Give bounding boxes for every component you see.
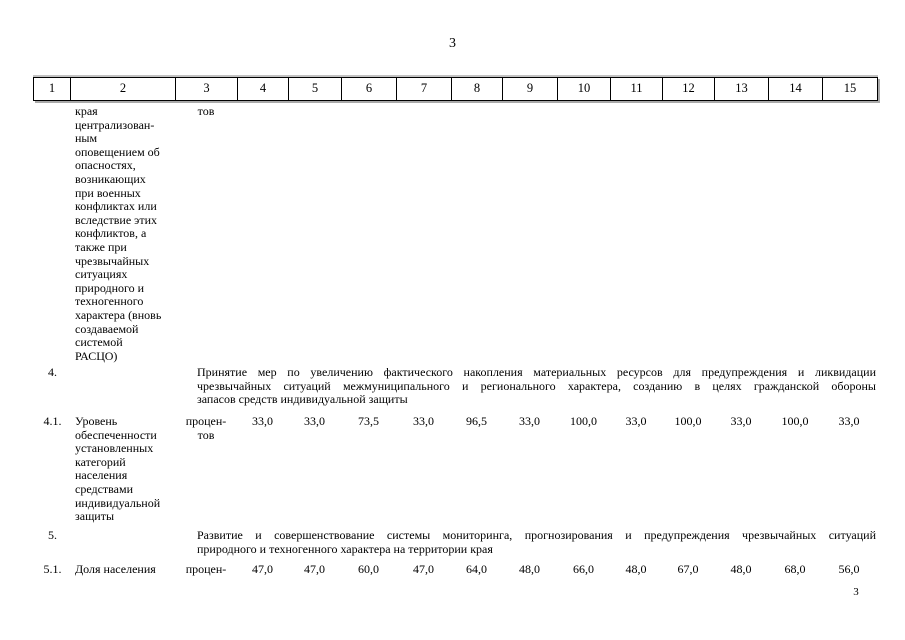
value-cell: 47,0: [252, 562, 273, 576]
value-cell: 33,0: [413, 414, 434, 428]
column-number-cell: 5: [289, 78, 342, 100]
row-4-heading-line: Принятие мер по увеличению фактического …: [197, 365, 876, 379]
table-column-number-header: 1 2 3 4 5 6 7 8 9 10 11 12 13 14 15: [33, 77, 878, 101]
row-4-heading-line: чрезвычайных ситуаций межмуниципального …: [197, 378, 876, 393]
row-5-1-indicator-text: Доля населения: [75, 562, 156, 576]
row-4-1-indicator-text: Уровень обеспеченности установленных кат…: [75, 414, 161, 524]
row-4-section-heading: Принятие мер по увеличению фактического …: [197, 365, 876, 407]
value-cell: 48,0: [625, 562, 647, 576]
row-4-heading-line: запасов средств индивидуальной защиты: [197, 392, 408, 407]
row-5-1-number: 5.1.: [43, 562, 62, 576]
column-number-cell: 1: [34, 78, 71, 100]
column-number-cell: 7: [397, 78, 452, 100]
row-5-heading-line: Развитие и совершенствование системы мон…: [197, 528, 876, 542]
value-cell: 47,0: [413, 562, 434, 576]
value-cell: 33,0: [838, 414, 860, 428]
row-continuation-indicator-text: края централизован- ным оповещением об о…: [75, 104, 162, 363]
column-number-cell: 10: [558, 78, 611, 100]
column-number-cell: 3: [176, 78, 238, 100]
column-number-cell: 14: [769, 78, 823, 100]
value-cell: 96,5: [466, 414, 487, 428]
column-number-cell: 15: [843, 81, 857, 95]
column-number-cell: 2: [71, 78, 176, 100]
value-cell: 48,0: [730, 562, 752, 576]
value-cell: 100,0: [781, 414, 809, 428]
value-cell: 73,5: [358, 414, 379, 428]
value-cell: 60,0: [358, 562, 379, 576]
column-number-cell: 9: [503, 78, 558, 100]
value-cell: 33,0: [304, 414, 325, 428]
column-number-cell: 4: [238, 78, 289, 100]
value-cell: 56,0: [838, 562, 860, 576]
row-5-section-heading: Развитие и совершенствование системы мон…: [197, 528, 876, 556]
column-number-cell: 13: [715, 78, 769, 100]
row-5-heading-line: природного и техногенного характера на т…: [197, 541, 493, 556]
row-4-1-number: 4.1.: [43, 414, 62, 428]
value-cell: 48,0: [519, 562, 540, 576]
value-cell: 67,0: [677, 562, 699, 576]
value-cell: 66,0: [573, 562, 594, 576]
value-cell: 100,0: [674, 414, 702, 428]
row-5-1-values: 47,0 47,0 60,0 47,0 64,0 48,0 66,0 48,0 …: [237, 562, 876, 577]
column-number-cell: 8: [452, 78, 503, 100]
row-continuation-unit: тов: [197, 104, 215, 118]
page-number-bottom: 3: [853, 586, 859, 598]
column-number-cell: 11: [611, 78, 663, 100]
value-cell: 68,0: [784, 562, 806, 576]
row-5-1-unit: процен-: [185, 562, 227, 576]
value-cell: 64,0: [466, 562, 487, 576]
row-4-number: 4.: [48, 365, 57, 379]
column-number-cell: 12: [663, 78, 715, 100]
row-5-number: 5.: [48, 528, 57, 542]
page-number-top: 3: [449, 36, 456, 51]
value-cell: 33,0: [625, 414, 647, 428]
row-4-1-unit: процен- тов: [185, 414, 227, 442]
value-cell: 33,0: [252, 414, 273, 428]
value-cell: 47,0: [304, 562, 325, 576]
value-cell: 33,0: [519, 414, 540, 428]
value-cell: 100,0: [570, 414, 597, 428]
column-number-cell: 6: [342, 78, 397, 100]
value-cell: 33,0: [730, 414, 752, 428]
row-4-1-values: 33,0 33,0 73,5 33,0 96,5 33,0 100,0 33,0…: [237, 414, 876, 429]
